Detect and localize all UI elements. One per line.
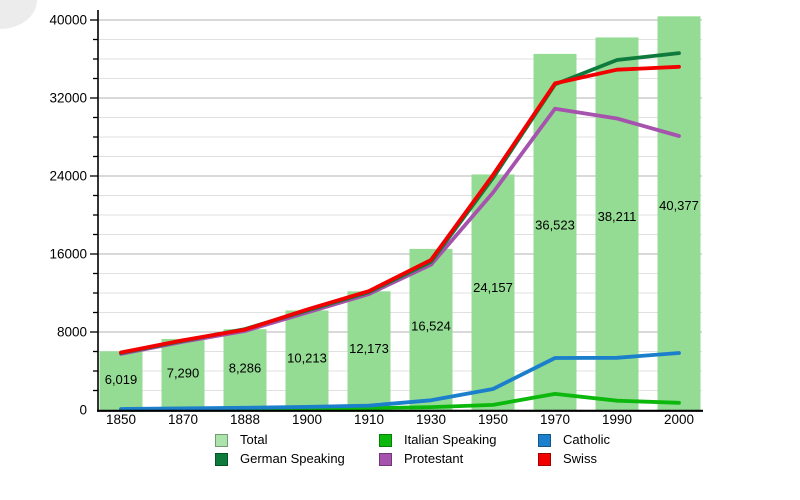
bar-value-label: 12,173	[349, 341, 389, 356]
bar-value-label: 36,523	[535, 217, 575, 232]
total-bars	[99, 16, 701, 410]
series-line-catholic	[119, 351, 681, 411]
legend-label: Catholic	[563, 432, 610, 447]
legend-swatch	[215, 433, 228, 447]
bar-value-label: 8,286	[229, 361, 262, 376]
legend-item-total: Total	[215, 433, 267, 447]
legend-item-protestant: Protestant	[379, 452, 463, 466]
chart-legend: Total German Speaking Italian Speaking Prot…	[0, 0, 800, 466]
bar-value-label: 16,524	[411, 319, 451, 334]
total-bar	[533, 53, 577, 410]
legend-item-catholic: Catholic	[538, 433, 610, 447]
x-tick-label: 1970	[540, 412, 570, 427]
bar-value-label: 40,377	[659, 198, 699, 213]
legend-swatch	[215, 452, 228, 466]
legend-swatch	[538, 433, 551, 447]
total-bar	[223, 329, 267, 410]
legend-label: Italian Speaking	[404, 432, 497, 447]
y-tick-label: 24000	[49, 169, 87, 184]
bar-value-label: 6,019	[105, 372, 138, 387]
total-bar	[285, 310, 329, 410]
legend-swatch	[379, 452, 392, 466]
y-tick-label: 8000	[57, 325, 87, 340]
bar-value-label: 24,157	[473, 280, 513, 295]
total-bar	[657, 16, 701, 410]
total-bar	[161, 338, 205, 410]
legend-swatch	[538, 452, 551, 466]
y-axis-ticks	[90, 19, 98, 392]
x-tick-label: 1850	[106, 412, 136, 427]
population-chart-canvas: 6,019 7,290 8,286 10,213 12,173 16,524 24,157 3…	[49, 10, 703, 427]
total-bar	[347, 291, 391, 410]
x-tick-label: 1888	[230, 412, 260, 427]
total-bar	[595, 37, 639, 410]
legend-label: German Speaking	[240, 451, 345, 466]
total-bar	[409, 248, 453, 410]
bar-value-labels: 6,019 7,290 8,286 10,213 12,173 16,524 24,157 3…	[105, 198, 699, 387]
legend-label: Protestant	[404, 451, 464, 466]
y-tick-label: 16000	[49, 247, 87, 262]
y-tick-label: 0	[79, 403, 87, 418]
bar-value-label: 10,213	[287, 351, 327, 366]
x-tick-label: 2000	[664, 412, 694, 427]
x-tick-label: 1870	[168, 412, 198, 427]
y-tick-label: 32000	[49, 91, 87, 106]
total-bar	[99, 351, 143, 410]
legend-label: Total	[240, 432, 268, 447]
bar-value-label: 38,211	[598, 209, 637, 224]
series-line-swiss	[119, 64, 681, 355]
legend-item-german-speaking: German Speaking	[215, 452, 345, 466]
legend-item-swiss: Swiss	[538, 452, 597, 466]
x-tick-label: 1900	[292, 412, 322, 427]
bar-value-label: 7,290	[167, 366, 200, 381]
x-tick-label: 1990	[602, 412, 632, 427]
legend-item-italian-speaking: Italian Speaking	[379, 433, 497, 447]
series-line-protestant	[119, 106, 681, 356]
total-bar	[471, 174, 515, 410]
x-tick-label: 1950	[478, 412, 508, 427]
y-tick-label: 40000	[49, 13, 87, 28]
legend-swatch	[379, 433, 392, 447]
legend-label: Swiss	[563, 451, 597, 466]
x-tick-label: 1910	[354, 412, 384, 427]
x-tick-label: 1930	[416, 412, 446, 427]
